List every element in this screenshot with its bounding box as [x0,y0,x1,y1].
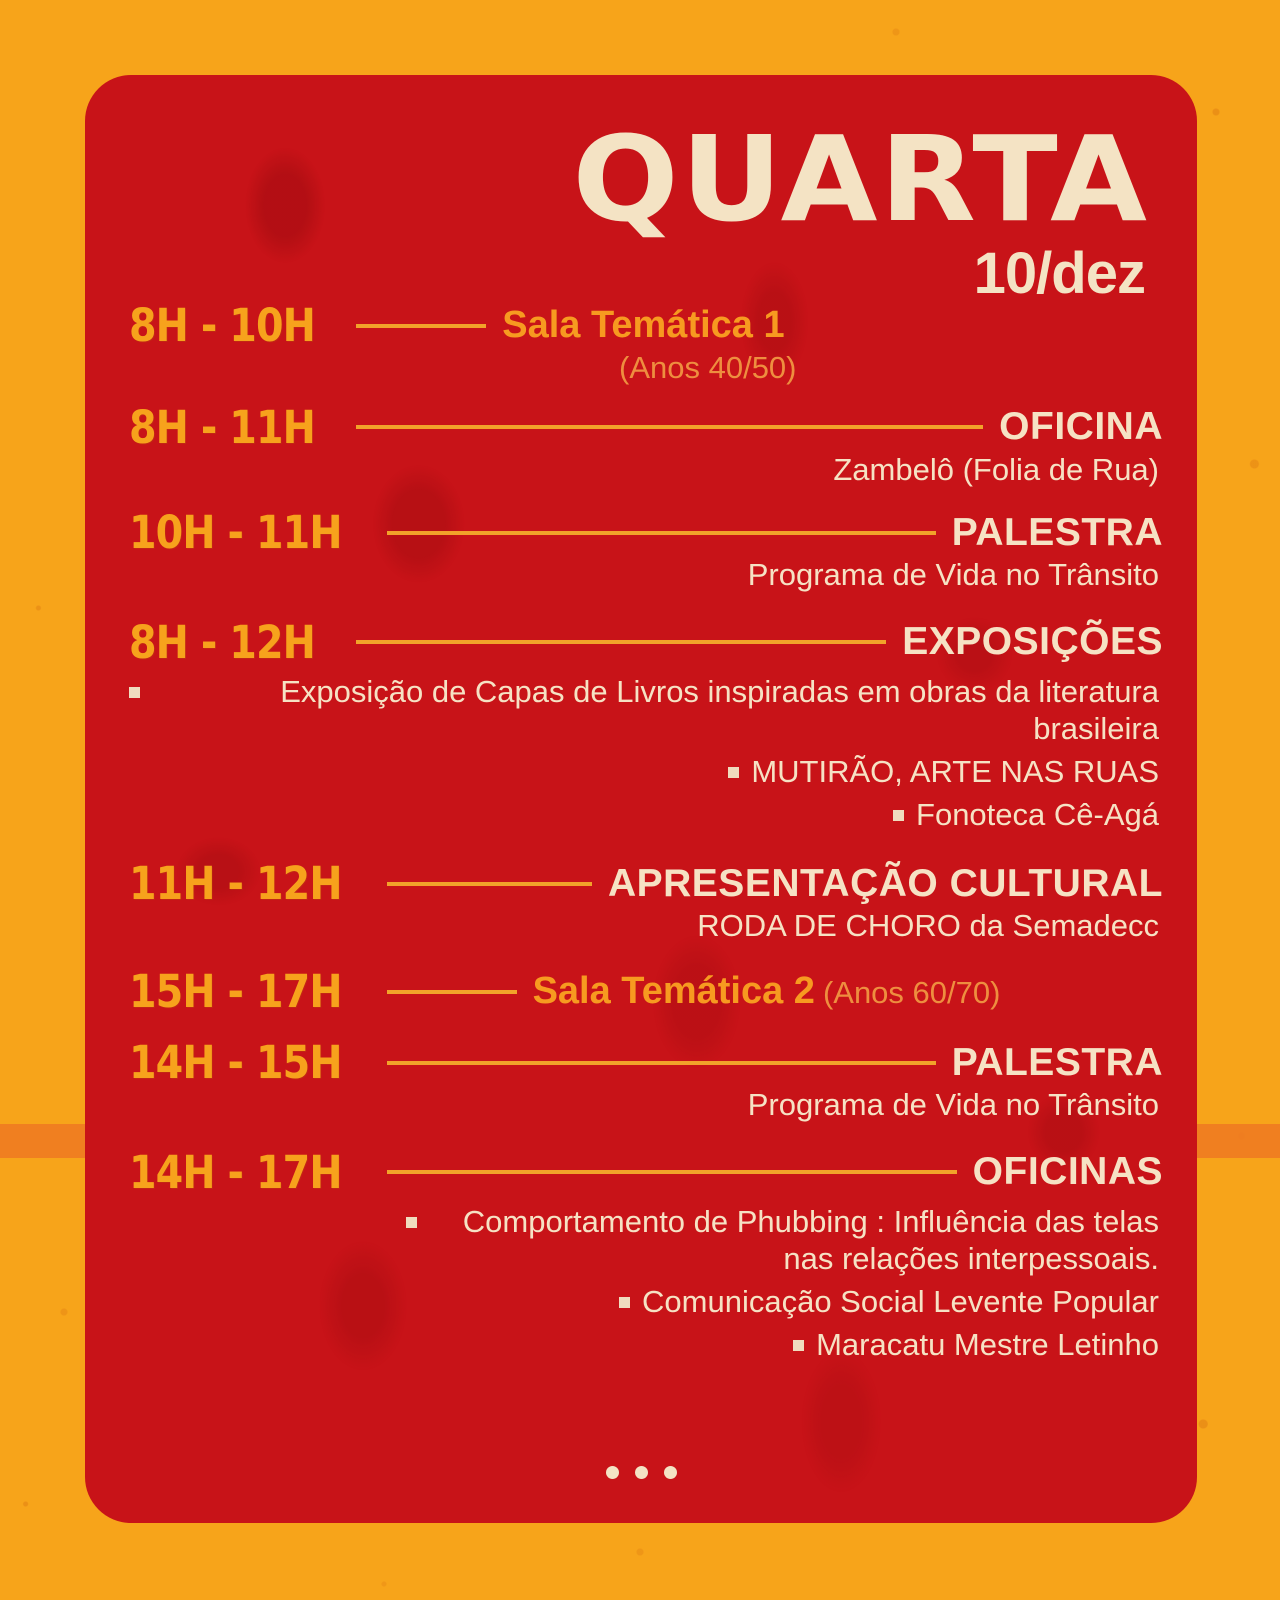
row-heading-label: Sala Temática 2 [532,970,815,1013]
row-heading: APRESENTAÇÃO CULTURAL [607,861,1163,905]
bullet-square-icon [893,810,905,822]
pagination-dot[interactable] [605,1466,619,1479]
schedule-row: 10H - 11H PALESTRA Programa de Vida no T… [129,510,1163,594]
bullet-square-icon [728,767,740,779]
row-heading: OFICINA [999,405,1163,449]
row-heading: PALESTRA [951,1040,1163,1084]
schedule-row: 11H - 12H APRESENTAÇÃO CULTURAL RODA DE … [129,861,1163,945]
row-rule [386,989,517,994]
row-time: 15H - 17H [129,965,342,1019]
row-rule [386,881,592,886]
pagination-dots[interactable] [85,1466,1197,1479]
row-bullet-list: Comportamento de Phubbing : Influência d… [129,1203,1163,1364]
list-item-label: Exposição de Capas de Livros inspiradas … [280,673,1159,746]
row-heading: Sala Temática 1 [502,304,785,346]
list-item-label: MUTIRÃO, ARTE NAS RUAS [751,754,1159,790]
list-item: Comportamento de Phubbing : Influência d… [129,1203,1159,1277]
row-subtitle: (Anos 40/50) [619,350,797,385]
schedule-row: 8H - 10H Sala Temática 1 (Anos 40/50) [129,303,1163,387]
row-heading: OFICINAS [972,1150,1163,1194]
schedule-row: 8H - 12H EXPOSIÇÕES Exposição de Capas d… [129,620,1163,834]
row-rule [386,1170,957,1175]
schedule-card: QUARTA 10/dez 8H - 10H Sala Temática 1 (… [85,75,1197,1523]
row-time: 8H - 12H [129,615,316,669]
row-subtitle: Programa de Vida no Trânsito [747,557,1159,593]
schedule-row: 8H - 11H OFICINA Zambelô (Folia de Rua) [129,405,1163,489]
schedule-row: 14H - 15H PALESTRA Programa de Vida no T… [129,1040,1163,1124]
date-label: 10/dez [973,241,1146,307]
row-time: 10H - 11H [129,506,342,560]
row-heading: PALESTRA [951,510,1163,554]
poster-header: QUARTA 10/dez [572,120,1149,307]
list-item-label: Maracatu Mestre Letinho [816,1327,1159,1363]
row-time: 8H - 10H [129,299,316,352]
list-item-label: Comunicação Social Levente Popular [642,1284,1159,1320]
row-time: 8H - 11H [129,400,316,454]
row-time: 14H - 17H [129,1145,342,1199]
schedule-row: 15H - 17H Sala Temática 2 (Anos 60/70) [129,969,1163,1014]
row-rule [356,323,487,328]
schedule-list: 8H - 10H Sala Temática 1 (Anos 40/50) 8H… [85,303,1197,1373]
row-rule [356,425,984,430]
row-rule [356,640,887,645]
list-item-label: Comportamento de Phubbing : Influência d… [462,1203,1159,1276]
row-bullet-list: Exposição de Capas de Livros inspiradas … [129,673,1163,834]
bullet-square-icon [129,686,140,698]
schedule-row: 14H - 17H OFICINAS Comportamento de Phub… [129,1150,1163,1364]
row-subtitle: Programa de Vida no Trânsito [747,1087,1159,1123]
row-subtitle: RODA DE CHORO da Semadecc [697,908,1159,944]
bullet-square-icon [406,1216,417,1228]
list-item-label: Fonoteca Cê-Agá [916,797,1159,833]
row-heading: Sala Temática 2 (Anos 60/70) [533,970,1001,1013]
bullet-square-icon [619,1297,631,1309]
row-rule [386,530,936,535]
bullet-square-icon [793,1340,805,1352]
list-item: Maracatu Mestre Letinho [129,1326,1159,1363]
row-heading: EXPOSIÇÕES [902,620,1163,664]
row-subtitle: Zambelô (Folia de Rua) [833,451,1159,487]
row-rule [386,1060,936,1065]
list-item: Exposição de Capas de Livros inspiradas … [129,673,1159,747]
pagination-dot[interactable] [663,1466,677,1479]
row-time: 11H - 12H [129,857,342,911]
list-item: Comunicação Social Levente Popular [129,1283,1159,1320]
pagination-dot[interactable] [634,1466,648,1479]
list-item: MUTIRÃO, ARTE NAS RUAS [129,753,1159,790]
list-item: Fonoteca Cê-Agá [129,796,1159,833]
row-time: 14H - 15H [129,1036,342,1090]
page-title: QUARTA [572,110,1149,248]
row-heading-paren: (Anos 60/70) [822,975,1001,1011]
